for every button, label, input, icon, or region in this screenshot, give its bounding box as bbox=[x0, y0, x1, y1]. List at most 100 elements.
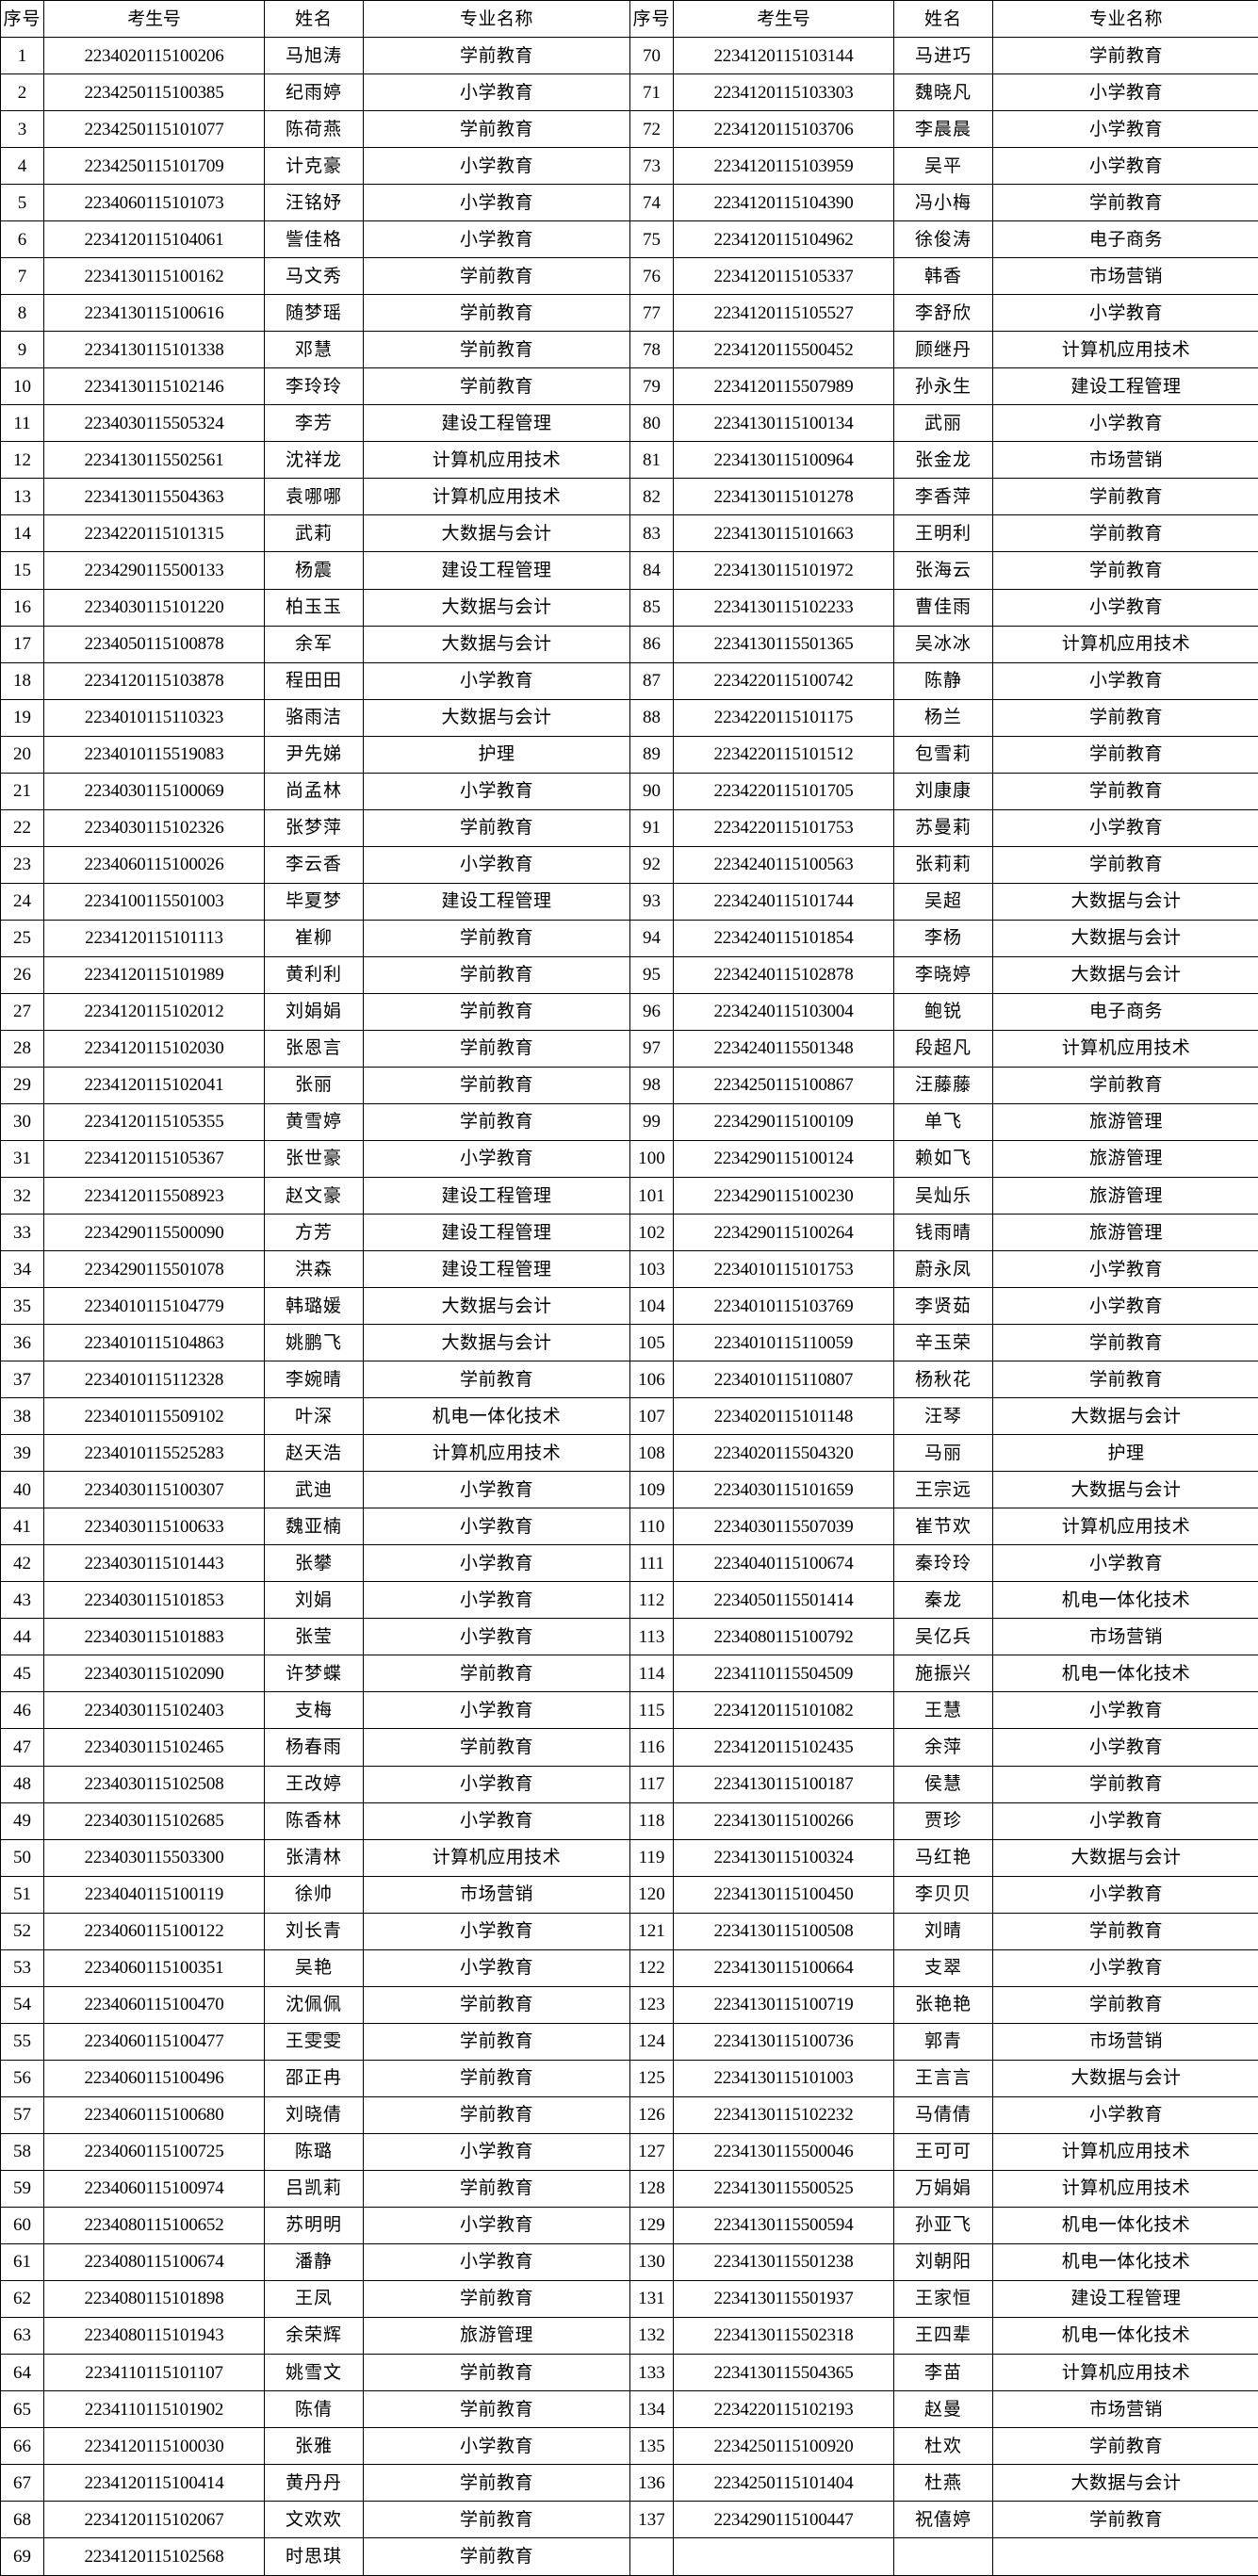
cell-name: 刘长青 bbox=[264, 1912, 364, 1950]
cell-name: 李玲玲 bbox=[264, 367, 364, 406]
cell-exam: 2234010115110807 bbox=[673, 1361, 894, 1399]
cell-exam: 2234030115101853 bbox=[43, 1581, 265, 1620]
cell-seq: 27 bbox=[0, 992, 44, 1031]
cell-name: 赖如飞 bbox=[893, 1139, 993, 1179]
cell-seq: 86 bbox=[629, 625, 674, 663]
cell-exam: 2234030115101659 bbox=[673, 1471, 894, 1509]
cell-seq: 97 bbox=[629, 1029, 674, 1068]
cell-name: 吴平 bbox=[893, 147, 993, 186]
cell-exam: 2234120115105367 bbox=[43, 1139, 265, 1179]
cell-major: 计算机应用技术 bbox=[992, 625, 1258, 663]
cell-exam: 2234080115101943 bbox=[43, 2316, 265, 2356]
cell-major: 学前教育 bbox=[363, 808, 630, 847]
table-row: 6 2234120115104061 訾佳格 小学教育 75 22341201151049… bbox=[0, 220, 1258, 259]
cell-name: 马倩倩 bbox=[893, 2095, 993, 2134]
cell-major: 计算机应用技术 bbox=[992, 2169, 1258, 2208]
cell-name: 邵正冉 bbox=[264, 2059, 364, 2097]
cell-exam: 2234060115100122 bbox=[43, 1912, 265, 1950]
cell-major: 机电一体化技术 bbox=[992, 2242, 1258, 2281]
cell-seq: 54 bbox=[0, 1985, 44, 2024]
cell-name: 姚雪文 bbox=[264, 2353, 364, 2392]
cell-exam: 2234130115100508 bbox=[673, 1912, 894, 1950]
cell-name: 王雯雯 bbox=[264, 2022, 364, 2061]
cell-name: 许梦蝶 bbox=[264, 1655, 364, 1693]
cell-name: 曹佳雨 bbox=[893, 588, 993, 627]
cell-exam: 2234010115101753 bbox=[673, 1250, 894, 1289]
cell-major: 小学教育 bbox=[363, 184, 630, 222]
cell-seq: 24 bbox=[0, 882, 44, 921]
cell-name: 秦玲玲 bbox=[893, 1544, 993, 1583]
cell-major: 学前教育 bbox=[363, 331, 630, 369]
cell-exam: 2234130115502318 bbox=[673, 2316, 894, 2356]
cell-major: 大数据与会计 bbox=[992, 1471, 1258, 1509]
cell-seq: 113 bbox=[629, 1618, 674, 1656]
cell-exam: 2234130115100187 bbox=[673, 1765, 894, 1803]
cell-seq: 33 bbox=[0, 1214, 44, 1252]
cell-exam: 2234060115100496 bbox=[43, 2059, 265, 2097]
cell-seq: 58 bbox=[0, 2132, 44, 2171]
table-row: 50 2234030115503300 张清林 计算机应用技术 119 223413011… bbox=[0, 1838, 1258, 1877]
table-row: 48 2234030115102508 王改婷 小学教育 117 223413011510… bbox=[0, 1765, 1258, 1803]
cell-seq: 107 bbox=[629, 1397, 674, 1436]
cell-name: 刘康康 bbox=[893, 772, 993, 810]
cell-name: 徐俊涛 bbox=[893, 220, 993, 259]
cell-exam: 2234120115101113 bbox=[43, 919, 265, 957]
cell-seq: 63 bbox=[0, 2316, 44, 2356]
cell-seq: 64 bbox=[0, 2353, 44, 2392]
cell-name: 马文秀 bbox=[264, 257, 364, 296]
cell-exam: 2234030115102403 bbox=[43, 1691, 265, 1730]
cell-name: 马红艳 bbox=[893, 1838, 993, 1877]
cell-major: 学前教育 bbox=[363, 1029, 630, 1068]
cell-name: 洪森 bbox=[264, 1250, 364, 1289]
cell-major: 计算机应用技术 bbox=[992, 331, 1258, 369]
cell-exam: 2234290115500090 bbox=[43, 1214, 265, 1252]
cell-name: 邓慧 bbox=[264, 331, 364, 369]
table-row: 46 2234030115102403 支梅 小学教育 115 2234120115101… bbox=[0, 1691, 1258, 1730]
cell-major: 小学教育 bbox=[363, 1618, 630, 1656]
cell-major: 小学教育 bbox=[992, 294, 1258, 333]
cell-seq: 48 bbox=[0, 1765, 44, 1803]
cell-exam: 2234130115501365 bbox=[673, 625, 894, 663]
cell-major: 旅游管理 bbox=[992, 1176, 1258, 1215]
cell-major: 学前教育 bbox=[363, 2095, 630, 2134]
cell-exam: 2234130115501937 bbox=[673, 2279, 894, 2318]
cell-name: 沈祥龙 bbox=[264, 441, 364, 480]
cell-exam: 2234240115101744 bbox=[673, 882, 894, 921]
cell-name: 陈荷燕 bbox=[264, 110, 364, 149]
cell-major: 学前教育 bbox=[363, 294, 630, 333]
cell-major: 学前教育 bbox=[363, 992, 630, 1031]
cell-name: 时思琪 bbox=[264, 2537, 364, 2576]
cell-exam: 2234040115100674 bbox=[673, 1544, 894, 1583]
cell-exam: 2234010115519083 bbox=[43, 735, 265, 774]
cell-seq: 76 bbox=[629, 257, 674, 296]
cell-seq: 81 bbox=[629, 441, 674, 480]
cell-exam: 2234130115100719 bbox=[673, 1985, 894, 2024]
cell-name: 陈倩 bbox=[264, 2390, 364, 2429]
cell-major: 学前教育 bbox=[992, 845, 1258, 884]
cell-seq: 125 bbox=[629, 2059, 674, 2097]
table-row: 17 2234050115100878 余军 大数据与会计 86 223413011550… bbox=[0, 625, 1258, 663]
cell-name: 辛玉荣 bbox=[893, 1324, 993, 1362]
cell-exam: 2234130115100162 bbox=[43, 257, 265, 296]
cell-seq: 18 bbox=[0, 661, 44, 700]
cell-major: 学前教育 bbox=[363, 1102, 630, 1141]
cell-major: 大数据与会计 bbox=[992, 882, 1258, 921]
cell-name: 吴亿兵 bbox=[893, 1618, 993, 1656]
cell-exam: 2234240115101854 bbox=[673, 919, 894, 957]
cell-name: 李云香 bbox=[264, 845, 364, 884]
cell-major: 学前教育 bbox=[992, 514, 1258, 553]
cell-name: 马丽 bbox=[893, 1434, 993, 1473]
cell-major: 学前教育 bbox=[363, 1985, 630, 2024]
cell-exam: 2234240115103004 bbox=[673, 992, 894, 1031]
cell-exam: 2234100115501003 bbox=[43, 882, 265, 921]
cell-name: 韩璐媛 bbox=[264, 1287, 364, 1326]
table-row: 43 2234030115101853 刘娟 小学教育 112 2234050115501… bbox=[0, 1581, 1258, 1620]
cell-exam: 2234130115101003 bbox=[673, 2059, 894, 2097]
cell-seq: 60 bbox=[0, 2206, 44, 2244]
cell-exam: 2234030115100307 bbox=[43, 1471, 265, 1509]
cell-exam: 2234220115101753 bbox=[673, 808, 894, 847]
cell-major: 大数据与会计 bbox=[992, 2059, 1258, 2097]
cell-name: 王可可 bbox=[893, 2132, 993, 2171]
cell-exam: 2234060115100026 bbox=[43, 845, 265, 884]
cell-major: 小学教育 bbox=[992, 1802, 1258, 1840]
